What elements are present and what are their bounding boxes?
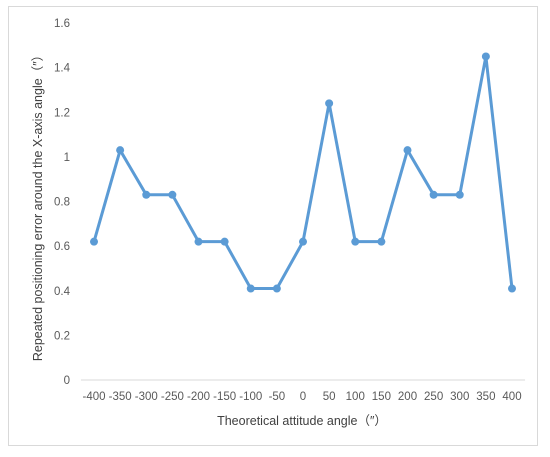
y-tick-label: 0	[64, 375, 70, 387]
data-point	[508, 284, 516, 293]
y-tick-label: 0.6	[54, 241, 70, 253]
data-point	[142, 190, 151, 199]
x-tick-label: 150	[372, 391, 391, 403]
data-point	[194, 237, 203, 246]
x-tick-label: -400	[82, 391, 105, 403]
series-layer	[90, 52, 516, 293]
y-tick-label: 0.8	[54, 197, 70, 209]
x-axis-title: Theoretical attitude angle（″）	[217, 414, 387, 428]
x-axis-ticks: -400 -350 -300 -250 -200 -150 -100 -50 0 50 100 150…	[82, 391, 521, 403]
y-tick-label: 0.2	[54, 330, 70, 342]
y-tick-label: 1	[64, 152, 70, 164]
data-point	[351, 237, 360, 246]
x-tick-label: 300	[450, 391, 469, 403]
data-point	[403, 146, 412, 155]
y-tick-label: 1.6	[54, 18, 70, 30]
data-point	[168, 190, 177, 199]
y-tick-label: 1.2	[54, 107, 70, 119]
series-line	[92, 54, 514, 291]
y-tick-label: 0.4	[54, 286, 71, 298]
y-axis-title: Repeated positioning error around the X-…	[31, 49, 45, 361]
x-tick-label: 350	[476, 391, 495, 403]
x-tick-label: -300	[135, 391, 158, 403]
data-point	[272, 284, 281, 293]
x-tick-label: -150	[213, 391, 236, 403]
data-point	[377, 237, 386, 246]
data-point	[90, 237, 98, 246]
data-point	[481, 52, 490, 61]
data-point	[220, 237, 229, 246]
data-point	[455, 190, 464, 199]
x-tick-label: 200	[398, 391, 417, 403]
x-tick-label: -200	[187, 391, 210, 403]
x-tick-label: -50	[269, 391, 286, 403]
x-tick-label: 250	[424, 391, 443, 403]
x-tick-label: -350	[109, 391, 132, 403]
data-point	[116, 146, 125, 155]
x-tick-label: 400	[502, 391, 521, 403]
data-point	[325, 99, 334, 108]
chart-frame	[8, 6, 538, 446]
x-tick-label: 100	[346, 391, 365, 403]
x-tick-label: 50	[323, 391, 336, 403]
data-point	[429, 190, 438, 199]
x-tick-label: 0	[300, 391, 306, 403]
x-tick-label: -100	[239, 391, 262, 403]
data-point	[246, 284, 255, 293]
y-axis-ticks: 0 0.2 0.4 0.6 0.8 1 1.2 1.4 1.6	[54, 18, 71, 387]
y-tick-label: 1.4	[54, 63, 71, 75]
x-tick-label: -250	[161, 391, 184, 403]
data-point	[299, 237, 307, 246]
